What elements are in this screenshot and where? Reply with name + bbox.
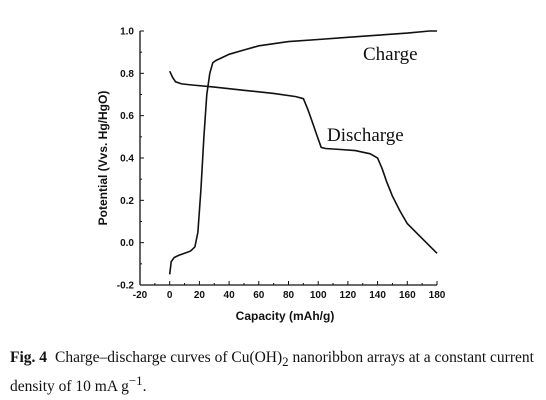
figure-caption: Fig. 4 Charge–discharge curves of Cu(OH)2…: [10, 348, 536, 396]
caption-subscript: 2: [282, 354, 289, 370]
caption-superscript: −1: [128, 373, 143, 389]
y-tick-label: -0.2: [117, 281, 135, 292]
x-tick-label: 20: [194, 290, 206, 301]
caption-text-start: Charge–discharge curves of Cu(OH): [55, 349, 283, 366]
y-tick-label: 0.8: [120, 69, 134, 80]
y-tick-label: 0.6: [120, 111, 134, 122]
charge-series-label: Charge: [363, 44, 418, 65]
plot-area: -20 0 20 40 60 80 100 120 140 160 180 -0.2 0.0 0.2 0.…: [117, 27, 446, 302]
y-tick-label: 1.0: [120, 27, 134, 38]
x-tick-label: 140: [369, 290, 386, 301]
y-tick-label: 0.0: [120, 238, 134, 249]
charge-discharge-chart: -20 0 20 40 60 80 100 120 140 160 180 -0.2 0.0 0.2 0.…: [96, 27, 446, 324]
y-axis-ticks: -0.2 0.0 0.2 0.4 0.6 0.8 1.0: [117, 27, 144, 292]
x-tick-label: -20: [133, 290, 148, 301]
x-tick-label: 120: [340, 290, 357, 301]
x-tick-label: 100: [310, 290, 327, 301]
y-tick-label: 0.2: [120, 196, 134, 207]
x-tick-label: 180: [429, 290, 446, 301]
x-tick-label: 80: [283, 290, 295, 301]
charge-series-line: [168, 30, 437, 275]
x-axis-ticks: -20 0 20 40 60 80 100 120 140 160 180: [133, 281, 446, 301]
discharge-series-line: [168, 70, 438, 254]
x-tick-label: 0: [167, 290, 173, 301]
x-tick-label: 160: [399, 290, 416, 301]
caption-text-end: .: [142, 378, 147, 396]
y-tick-label: 0.4: [120, 154, 134, 165]
caption-text-middle: nanoribbon arrays at a constant current …: [10, 349, 534, 396]
x-tick-label: 40: [224, 290, 236, 301]
y-axis-title: Potential (Vvs. Hg/HgO): [96, 91, 110, 226]
figure-label: Fig. 4: [10, 349, 48, 366]
x-tick-label: 60: [253, 290, 265, 301]
discharge-series-label: Discharge: [327, 125, 404, 146]
x-axis-title: Capacity (mAh/g): [236, 309, 335, 323]
